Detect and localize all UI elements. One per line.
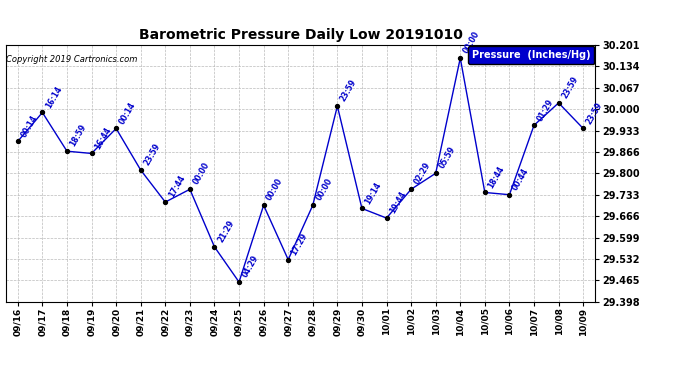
Text: Copyright 2019 Cartronics.com: Copyright 2019 Cartronics.com	[6, 55, 137, 64]
Text: 21:29: 21:29	[216, 219, 236, 244]
Text: 17:29: 17:29	[290, 231, 310, 257]
Text: 23:59: 23:59	[584, 100, 604, 126]
Text: 00:14: 00:14	[117, 100, 137, 126]
Text: 02:29: 02:29	[413, 161, 433, 186]
Point	[578, 126, 589, 132]
Text: 19:14: 19:14	[364, 180, 383, 206]
Point	[307, 202, 318, 208]
Point	[455, 55, 466, 61]
Text: 00:14: 00:14	[19, 113, 39, 138]
Point	[86, 150, 97, 156]
Point	[357, 206, 368, 212]
Point	[283, 256, 294, 262]
Text: 00:00: 00:00	[265, 177, 285, 203]
Point	[504, 192, 515, 198]
Text: 16:14: 16:14	[43, 84, 63, 110]
Text: 17:44: 17:44	[167, 174, 186, 199]
Text: 00:00: 00:00	[314, 177, 334, 203]
Point	[184, 186, 195, 192]
Text: 01:29: 01:29	[535, 97, 555, 123]
Text: 23:59: 23:59	[560, 75, 580, 100]
Text: 05:59: 05:59	[437, 146, 457, 171]
Point	[233, 279, 244, 285]
Text: 00:00: 00:00	[462, 30, 482, 56]
Text: 04:29: 04:29	[240, 254, 260, 279]
Point	[406, 186, 417, 192]
Legend: Pressure  (Inches/Hg): Pressure (Inches/Hg)	[468, 46, 595, 64]
Point	[332, 103, 343, 109]
Text: 19:44: 19:44	[388, 190, 408, 215]
Point	[37, 110, 48, 116]
Point	[160, 199, 171, 205]
Point	[110, 126, 121, 132]
Title: Barometric Pressure Daily Low 20191010: Barometric Pressure Daily Low 20191010	[139, 28, 462, 42]
Point	[529, 122, 540, 128]
Text: 18:59: 18:59	[68, 123, 88, 148]
Point	[258, 202, 269, 208]
Point	[381, 215, 392, 221]
Point	[480, 189, 491, 195]
Point	[12, 138, 23, 144]
Text: 16:44: 16:44	[93, 125, 112, 151]
Point	[61, 148, 72, 154]
Point	[209, 244, 220, 250]
Text: 00:00: 00:00	[191, 161, 211, 186]
Text: 23:59: 23:59	[339, 78, 359, 104]
Text: 23:59: 23:59	[142, 142, 162, 167]
Point	[430, 170, 441, 176]
Text: 18:44: 18:44	[486, 164, 506, 190]
Point	[553, 100, 564, 106]
Point	[135, 167, 146, 173]
Text: 00:44: 00:44	[511, 166, 531, 192]
